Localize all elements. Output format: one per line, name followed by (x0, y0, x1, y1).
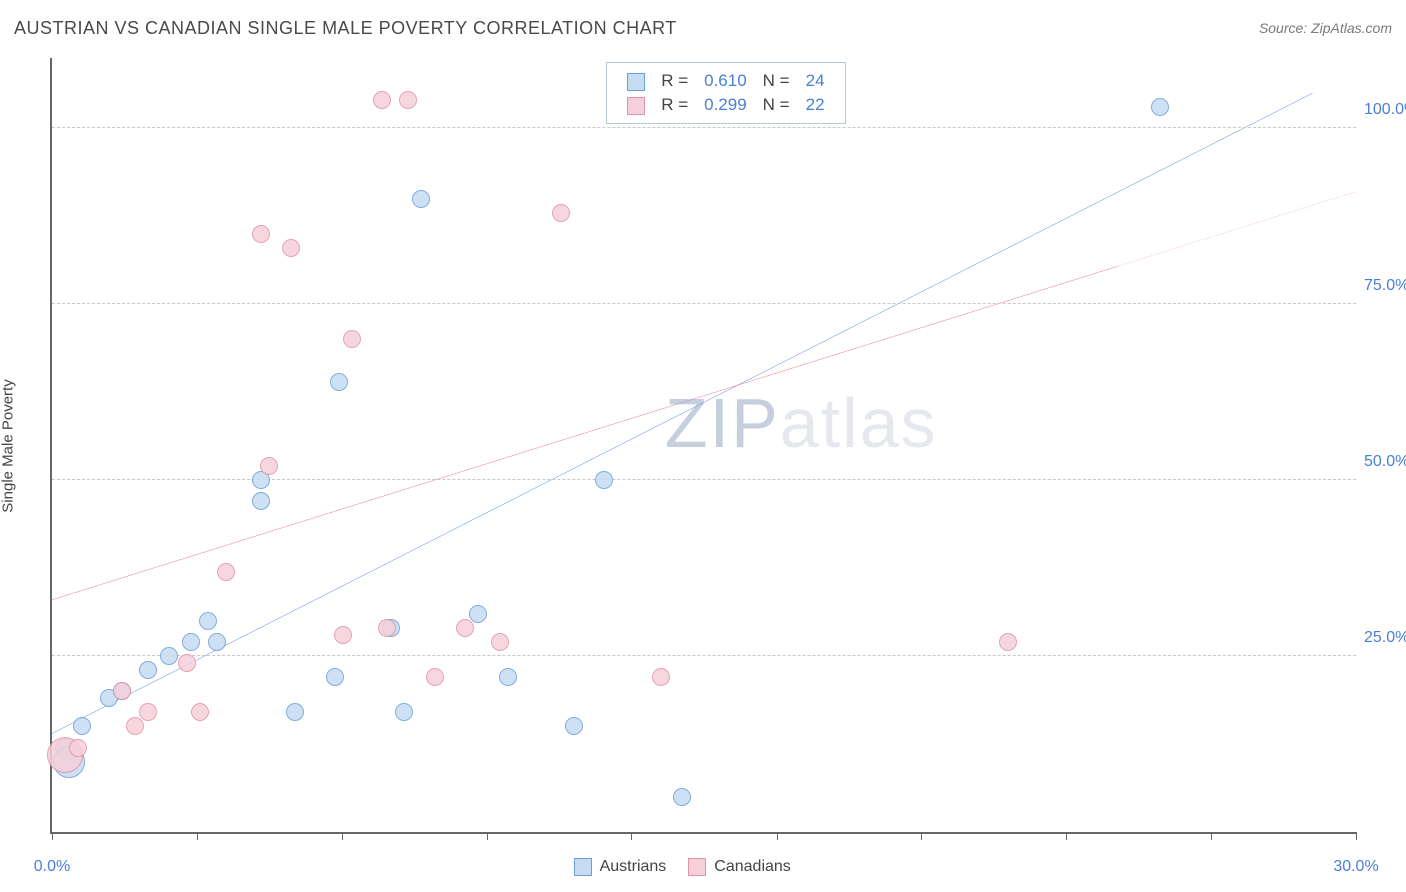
x-tick-label: 30.0% (1333, 858, 1378, 876)
data-point-austrians (412, 190, 430, 208)
data-point-austrians (395, 703, 413, 721)
data-point-canadians (126, 717, 144, 735)
x-tick (342, 832, 343, 840)
data-point-austrians (73, 717, 91, 735)
trend-lines (52, 58, 1356, 832)
watermark: ZIPatlas (665, 383, 938, 463)
trend-line-canadians-dashed (1117, 192, 1356, 267)
legend-item-canadians: Canadians (688, 858, 791, 876)
data-point-austrians (326, 668, 344, 686)
data-point-canadians (113, 682, 131, 700)
source-label: Source: ZipAtlas.com (1259, 20, 1392, 36)
y-tick-label: 75.0% (1364, 277, 1406, 295)
data-point-canadians (260, 457, 278, 475)
x-tick (52, 832, 53, 840)
x-tick (631, 832, 632, 840)
trend-line-austrians (52, 93, 1313, 733)
x-tick (777, 832, 778, 840)
data-point-canadians (178, 654, 196, 672)
data-point-canadians (378, 619, 396, 637)
data-point-canadians (69, 739, 87, 757)
data-point-canadians (343, 330, 361, 348)
data-point-canadians (652, 668, 670, 686)
data-point-austrians (1151, 98, 1169, 116)
plot-area: ZIPatlas R =0.610N =24R =0.299N =22 Aust… (50, 58, 1356, 834)
data-point-canadians (456, 619, 474, 637)
legend-series: Austrians Canadians (574, 858, 791, 876)
gridline-h (52, 127, 1356, 128)
legend-swatch-austrians (574, 858, 592, 876)
x-tick (1356, 832, 1357, 840)
x-tick (197, 832, 198, 840)
data-point-canadians (373, 91, 391, 109)
x-tick (921, 832, 922, 840)
data-point-canadians (334, 626, 352, 644)
data-point-austrians (565, 717, 583, 735)
data-point-austrians (208, 633, 226, 651)
y-tick-label: 100.0% (1364, 101, 1406, 119)
data-point-canadians (999, 633, 1017, 651)
legend-swatch-austrians (627, 73, 645, 91)
x-tick (1066, 832, 1067, 840)
legend-swatch-canadians (688, 858, 706, 876)
x-tick (1211, 832, 1212, 840)
data-point-canadians (139, 703, 157, 721)
data-point-austrians (469, 605, 487, 623)
y-tick-label: 25.0% (1364, 629, 1406, 647)
data-point-canadians (282, 239, 300, 257)
legend-label: Canadians (714, 858, 791, 876)
data-point-austrians (252, 492, 270, 510)
data-point-austrians (595, 471, 613, 489)
legend-item-austrians: Austrians (574, 858, 667, 876)
data-point-canadians (399, 91, 417, 109)
data-point-austrians (286, 703, 304, 721)
legend-label: Austrians (600, 858, 667, 876)
legend-swatch-canadians (627, 97, 645, 115)
gridline-h (52, 303, 1356, 304)
legend-correlation: R =0.610N =24R =0.299N =22 (606, 62, 845, 124)
data-point-canadians (491, 633, 509, 651)
x-tick (487, 832, 488, 840)
data-point-canadians (217, 563, 235, 581)
data-point-austrians (139, 661, 157, 679)
data-point-austrians (499, 668, 517, 686)
x-tick-label: 0.0% (34, 858, 70, 876)
data-point-austrians (673, 788, 691, 806)
chart-title: AUSTRIAN VS CANADIAN SINGLE MALE POVERTY… (14, 18, 677, 38)
data-point-austrians (182, 633, 200, 651)
data-point-austrians (160, 647, 178, 665)
data-point-austrians (199, 612, 217, 630)
data-point-canadians (191, 703, 209, 721)
data-point-canadians (426, 668, 444, 686)
gridline-h (52, 655, 1356, 656)
trend-line-canadians (52, 267, 1117, 600)
y-tick-label: 50.0% (1364, 453, 1406, 471)
gridline-h (52, 479, 1356, 480)
data-point-canadians (252, 225, 270, 243)
data-point-canadians (552, 204, 570, 222)
data-point-austrians (330, 373, 348, 391)
